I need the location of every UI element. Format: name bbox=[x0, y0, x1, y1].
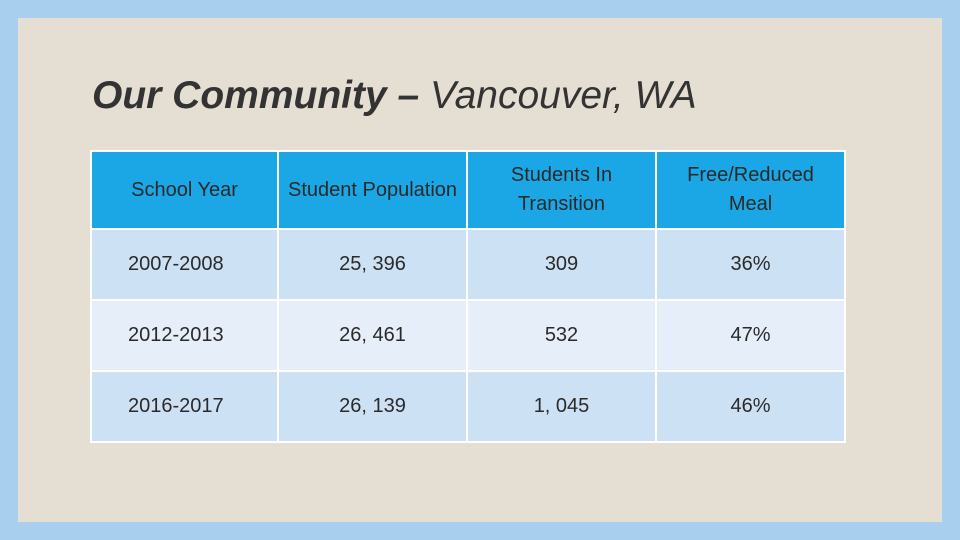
slide: Our Community – Vancouver, WA School Yea… bbox=[18, 18, 942, 522]
cell-free-reduced-meal: 36% bbox=[655, 228, 846, 301]
header-student-population: Student Population bbox=[277, 150, 468, 230]
cell-students-in-transition: 1, 045 bbox=[466, 370, 657, 443]
header-free-reduced-meal: Free/Reduced Meal bbox=[655, 150, 846, 230]
table-row: 2007-2008 25, 396 309 36% bbox=[90, 228, 846, 301]
cell-school-year: 2012-2013 bbox=[90, 299, 279, 372]
cell-students-in-transition: 532 bbox=[466, 299, 657, 372]
cell-students-in-transition: 309 bbox=[466, 228, 657, 301]
header-students-in-transition: Students In Transition bbox=[466, 150, 657, 230]
table-header-row: School Year Student Population Students … bbox=[90, 150, 846, 230]
cell-student-population: 26, 461 bbox=[277, 299, 468, 372]
community-data-table: School Year Student Population Students … bbox=[90, 150, 846, 443]
slide-title-bold: Our Community – bbox=[92, 74, 420, 117]
cell-school-year: 2007-2008 bbox=[90, 228, 279, 301]
cell-free-reduced-meal: 46% bbox=[655, 370, 846, 443]
cell-student-population: 25, 396 bbox=[277, 228, 468, 301]
table-row: 2012-2013 26, 461 532 47% bbox=[90, 299, 846, 372]
cell-student-population: 26, 139 bbox=[277, 370, 468, 443]
slide-title-rest: Vancouver, WA bbox=[419, 74, 697, 117]
slide-title: Our Community – Vancouver, WA bbox=[92, 74, 697, 118]
cell-free-reduced-meal: 47% bbox=[655, 299, 846, 372]
header-school-year: School Year bbox=[90, 150, 279, 230]
table-row: 2016-2017 26, 139 1, 045 46% bbox=[90, 370, 846, 443]
cell-school-year: 2016-2017 bbox=[90, 370, 279, 443]
